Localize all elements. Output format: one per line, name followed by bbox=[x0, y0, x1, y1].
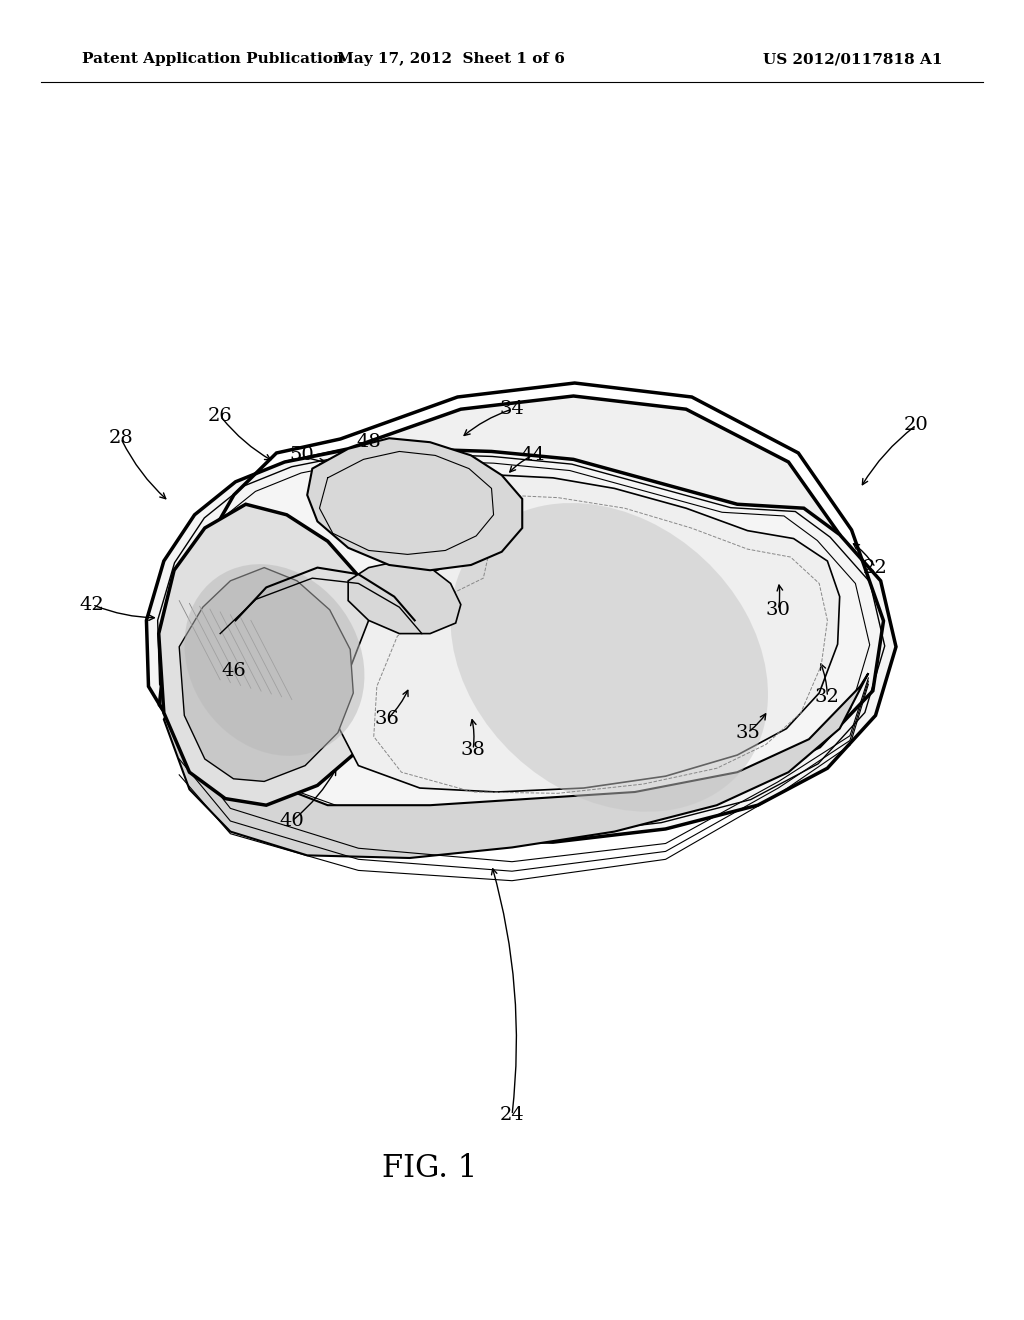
Text: 22: 22 bbox=[863, 558, 888, 577]
Text: Patent Application Publication: Patent Application Publication bbox=[82, 53, 344, 66]
Text: 42: 42 bbox=[80, 595, 104, 614]
Text: 44: 44 bbox=[520, 446, 545, 465]
Text: 36: 36 bbox=[375, 710, 399, 729]
Text: 28: 28 bbox=[109, 429, 133, 447]
Polygon shape bbox=[338, 475, 840, 792]
Polygon shape bbox=[179, 568, 353, 781]
Text: 48: 48 bbox=[356, 433, 381, 451]
Polygon shape bbox=[348, 561, 461, 634]
Text: 24: 24 bbox=[500, 1106, 524, 1125]
Text: FIG. 1: FIG. 1 bbox=[382, 1152, 478, 1184]
Polygon shape bbox=[174, 396, 870, 805]
Text: 38: 38 bbox=[461, 741, 485, 759]
Text: May 17, 2012  Sheet 1 of 6: May 17, 2012 Sheet 1 of 6 bbox=[337, 53, 564, 66]
Ellipse shape bbox=[451, 503, 768, 812]
Text: 32: 32 bbox=[815, 688, 840, 706]
Text: 50: 50 bbox=[290, 446, 314, 465]
Text: 35: 35 bbox=[735, 723, 760, 742]
Text: 46: 46 bbox=[221, 661, 246, 680]
Polygon shape bbox=[146, 449, 896, 842]
Ellipse shape bbox=[184, 564, 365, 756]
Polygon shape bbox=[164, 673, 868, 858]
Text: 40: 40 bbox=[280, 812, 304, 830]
Polygon shape bbox=[159, 504, 389, 805]
Text: US 2012/0117818 A1: US 2012/0117818 A1 bbox=[763, 53, 942, 66]
Polygon shape bbox=[307, 438, 522, 570]
Text: 34: 34 bbox=[500, 400, 524, 418]
Text: 20: 20 bbox=[904, 416, 929, 434]
Text: 30: 30 bbox=[766, 601, 791, 619]
Text: 26: 26 bbox=[208, 407, 232, 425]
